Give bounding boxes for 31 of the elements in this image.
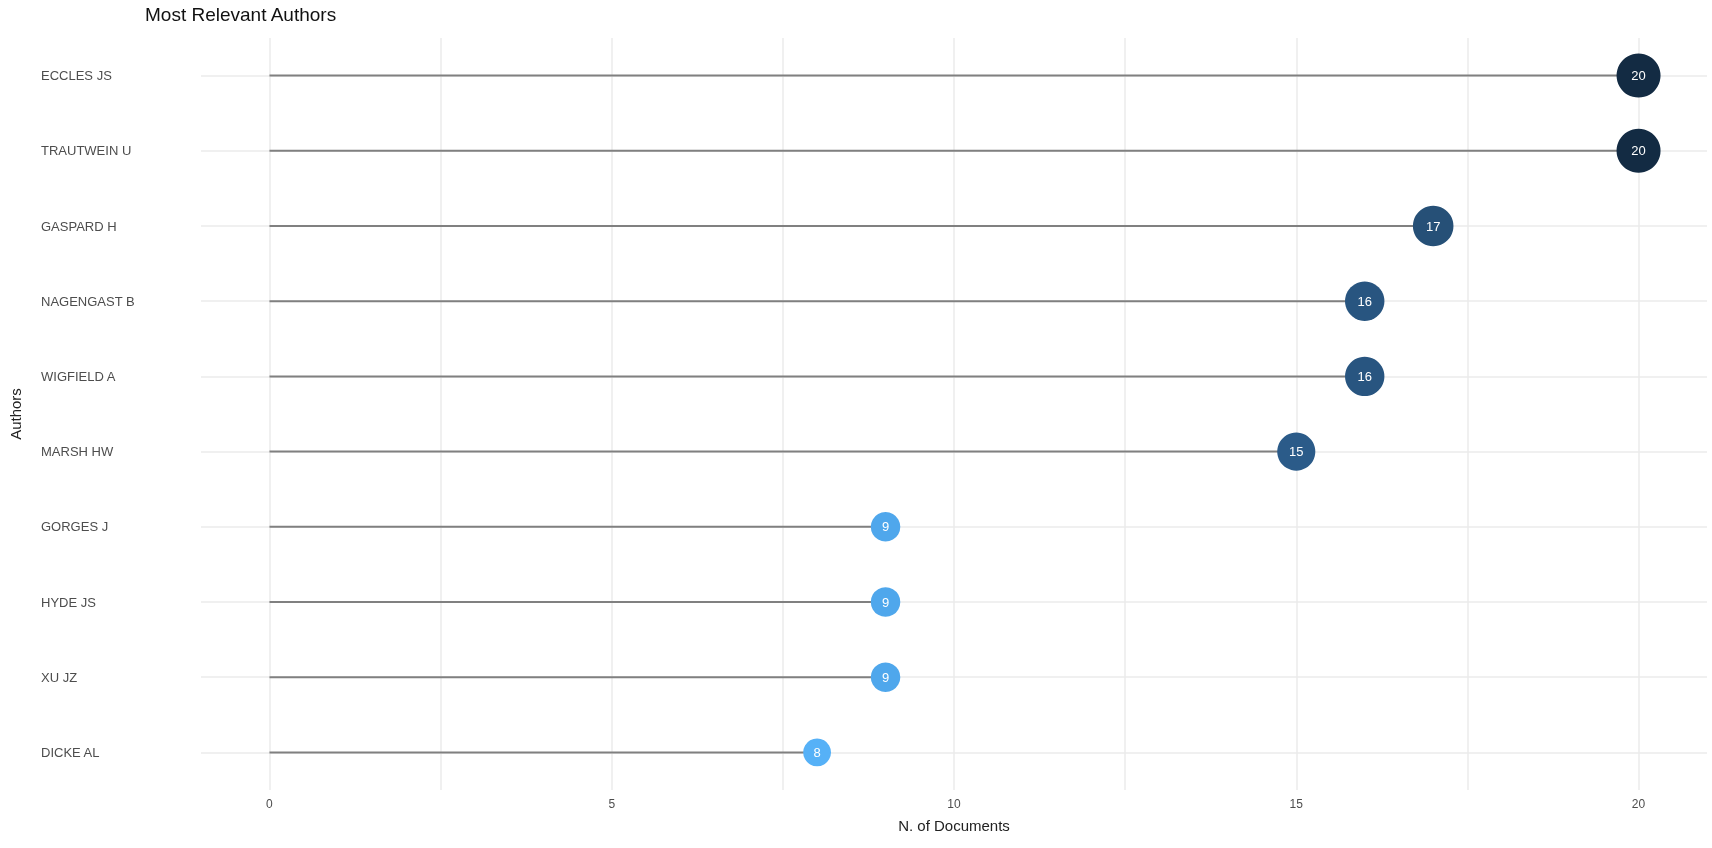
x-axis-title: N. of Documents — [898, 817, 1010, 834]
data-label: 9 — [881, 519, 890, 535]
y-tick-label: GASPARD H — [41, 218, 117, 234]
y-tick-label: DICKE AL — [41, 744, 100, 760]
x-tick-label: 20 — [1631, 797, 1646, 811]
y-tick-label: MARSH HW — [41, 444, 114, 460]
point — [1345, 356, 1385, 397]
point — [1277, 432, 1316, 471]
y-tick-label: HYDE JS — [41, 594, 97, 610]
data-label: 16 — [1357, 293, 1372, 309]
chart-title: Most Relevant Authors — [145, 4, 337, 25]
y-tick-label: NAGENGAST B — [41, 293, 135, 309]
data-label: 8 — [813, 744, 821, 760]
y-tick-label: WIGFIELD A — [41, 368, 116, 384]
x-tick-label: 0 — [266, 797, 274, 811]
x-tick-label: 5 — [608, 797, 616, 811]
data-label: 17 — [1425, 218, 1441, 234]
x-tick-label: 15 — [1289, 797, 1304, 811]
y-tick-label: GORGES J — [41, 519, 109, 535]
data-label: 20 — [1631, 143, 1646, 159]
data-label: 15 — [1289, 444, 1304, 460]
y-tick-label: XU JZ — [41, 669, 78, 685]
data-label: 9 — [881, 669, 890, 685]
data-label: 20 — [1631, 68, 1646, 84]
point — [1345, 281, 1385, 321]
data-label: 16 — [1357, 368, 1372, 384]
data-label: 9 — [881, 594, 890, 610]
x-tick-label: 10 — [947, 797, 961, 811]
y-tick-label: ECCLES JS — [41, 68, 113, 84]
y-tick-label: TRAUTWEIN U — [41, 143, 132, 159]
y-axis-title: Authors — [7, 388, 24, 440]
